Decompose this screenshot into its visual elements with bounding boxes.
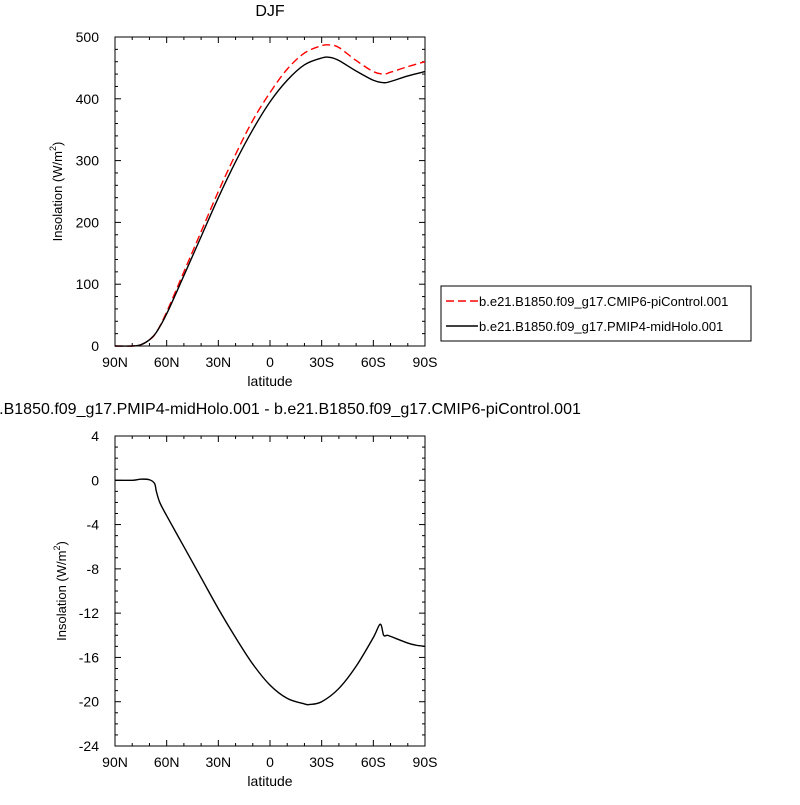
x-tick-label: 30N <box>205 754 231 770</box>
y-tick-label: -8 <box>87 561 100 577</box>
series-line-2 <box>114 56 426 347</box>
y-tick-label: -16 <box>79 649 99 665</box>
x-tick-label: 60N <box>154 354 180 370</box>
legend-label-1: b.e21.B1850.f09_g17.CMIP6-piControl.001 <box>479 294 728 309</box>
y-axis-label-end: ) <box>54 541 69 545</box>
x-tick-label: 30N <box>205 354 231 370</box>
y-tick-label: 100 <box>76 276 100 292</box>
y-tick-label: 200 <box>76 214 100 230</box>
y-tick-label: 0 <box>91 338 99 354</box>
chart-title: b.e21.B1850.f09_g17.PMIP4-midHolo.001 - … <box>0 401 581 418</box>
y-tick-label: -12 <box>79 605 99 621</box>
y-tick-label: 4 <box>91 428 99 444</box>
panel-1: DJF 90N 60N 30N 0 30S 60S 90S 0 100 200 300 400 500 la… <box>48 3 752 389</box>
y-axis-label-main: Insolation (W/m <box>54 551 69 641</box>
x-tick-label: 90N <box>102 354 128 370</box>
y-axis-label: Insolation (W/m2) <box>52 541 69 641</box>
chart-title: DJF <box>255 3 285 20</box>
y-tick-label: -4 <box>87 517 100 533</box>
y-tick-label: 500 <box>76 29 100 45</box>
x-tick-label: 60N <box>154 754 180 770</box>
panel-2: b.e21.B1850.f09_g17.PMIP4-midHolo.001 - … <box>0 401 581 789</box>
y-tick-label: 400 <box>76 91 100 107</box>
x-tick-label: 60S <box>361 754 386 770</box>
plot-frame <box>114 36 426 347</box>
y-tick-label: 0 <box>91 472 99 488</box>
x-tick-label: 90S <box>413 754 438 770</box>
y-axis-label-sup: 2 <box>48 146 58 151</box>
y-axis-label-main: Insolation (W/m <box>50 151 65 241</box>
y-axis-label-end: ) <box>50 142 65 146</box>
x-tick-label: 0 <box>266 754 274 770</box>
legend: b.e21.B1850.f09_g17.CMIP6-piControl.001b… <box>440 285 752 342</box>
y-tick-label: -20 <box>79 694 99 710</box>
y-tick-label: 300 <box>76 153 100 169</box>
x-tick-label: 30S <box>309 754 334 770</box>
series-line-1 <box>114 478 426 706</box>
plot-frame <box>114 435 426 747</box>
x-tick-label: 30S <box>309 354 334 370</box>
y-tick-label: -24 <box>79 738 99 754</box>
x-axis-label: latitude <box>247 373 292 389</box>
y-axis-label-sup: 2 <box>52 546 62 551</box>
y-axis-label: Insolation (W/m2) <box>48 142 65 242</box>
x-tick-label: 90S <box>413 354 438 370</box>
legend-label-2: b.e21.B1850.f09_g17.PMIP4-midHolo.001 <box>479 319 723 334</box>
x-tick-label: 90N <box>102 754 128 770</box>
series-line-1 <box>114 44 426 347</box>
x-axis-label: latitude <box>247 773 292 789</box>
x-tick-label: 0 <box>266 354 274 370</box>
x-tick-label: 60S <box>361 354 386 370</box>
legend-box <box>440 285 752 342</box>
